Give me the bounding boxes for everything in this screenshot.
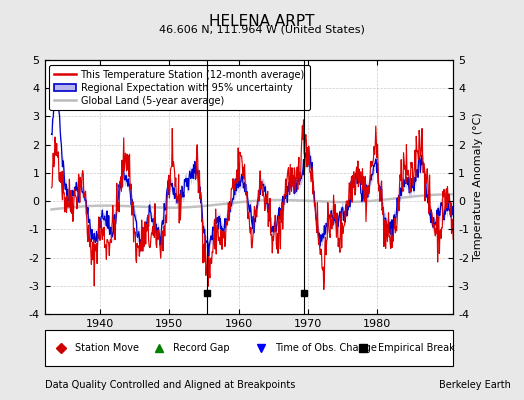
Text: HELENA ARPT: HELENA ARPT — [209, 14, 315, 29]
FancyBboxPatch shape — [45, 330, 453, 366]
Text: Record Gap: Record Gap — [173, 343, 230, 353]
Legend: This Temperature Station (12-month average), Regional Expectation with 95% uncer: This Temperature Station (12-month avera… — [49, 65, 310, 110]
Text: Berkeley Earth: Berkeley Earth — [439, 380, 511, 390]
Y-axis label: Temperature Anomaly (°C): Temperature Anomaly (°C) — [473, 113, 484, 261]
Text: 46.606 N, 111.964 W (United States): 46.606 N, 111.964 W (United States) — [159, 24, 365, 34]
Text: Time of Obs. Change: Time of Obs. Change — [276, 343, 377, 353]
Text: Data Quality Controlled and Aligned at Breakpoints: Data Quality Controlled and Aligned at B… — [45, 380, 295, 390]
Text: Empirical Break: Empirical Break — [378, 343, 454, 353]
Text: Station Move: Station Move — [75, 343, 139, 353]
